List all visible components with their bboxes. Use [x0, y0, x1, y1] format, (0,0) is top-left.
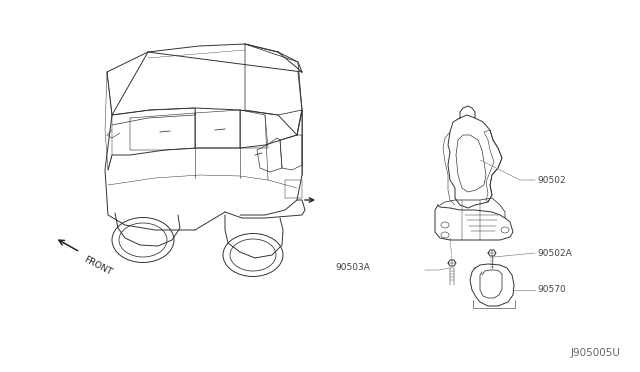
- Text: 90503A: 90503A: [335, 263, 370, 273]
- Text: J905005U: J905005U: [570, 348, 620, 358]
- Text: 90502A: 90502A: [537, 248, 572, 257]
- Text: 90570: 90570: [537, 285, 566, 295]
- Text: FRONT: FRONT: [82, 255, 113, 277]
- Text: 90502: 90502: [537, 176, 566, 185]
